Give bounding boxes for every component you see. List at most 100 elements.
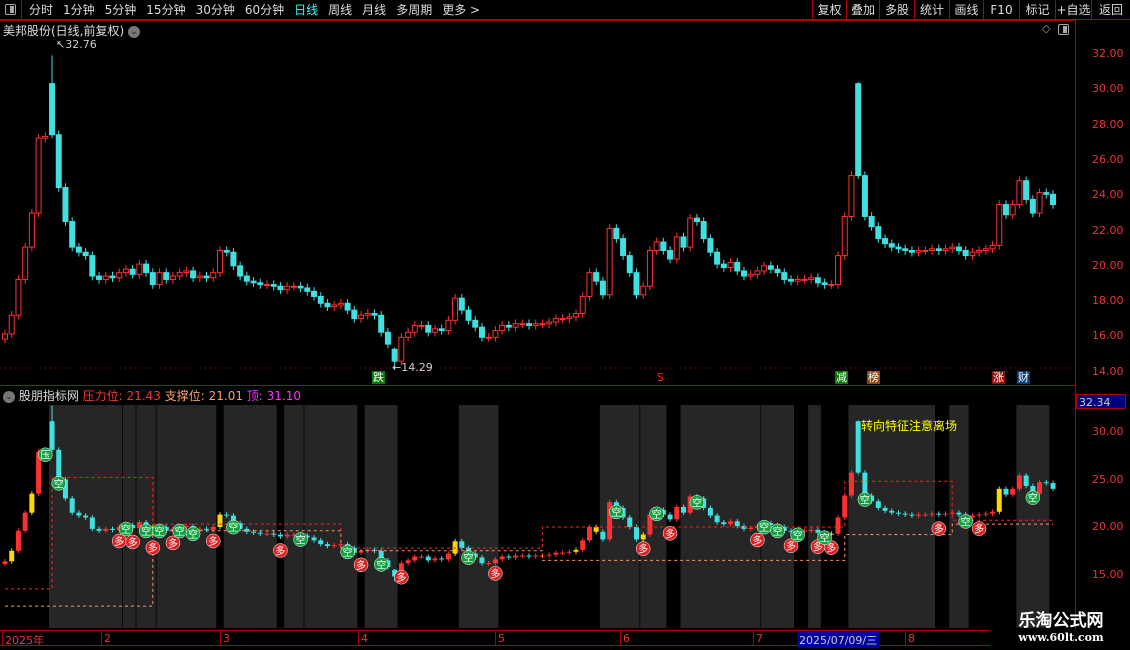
indicator-candle-body xyxy=(83,515,89,518)
event-tag[interactable]: 跌 xyxy=(372,371,385,384)
toolbar-button[interactable]: 叠加 xyxy=(846,0,879,20)
event-tag[interactable]: 财 xyxy=(1017,371,1030,384)
candle-body xyxy=(747,273,754,277)
axis-tick-label: 14.00 xyxy=(1092,364,1124,378)
selected-date: 2025/07/09/三 xyxy=(797,632,880,648)
candle-body xyxy=(1043,192,1050,195)
toolbar-button[interactable]: 多股 xyxy=(879,0,914,20)
toolbar-button[interactable]: +自选 xyxy=(1055,0,1091,20)
toolbar-button[interactable]: 画线 xyxy=(949,0,983,20)
signal-marker-label: 空 xyxy=(820,532,830,545)
toolbar-button[interactable]: 标记 xyxy=(1019,0,1055,20)
candle-body xyxy=(425,324,432,333)
chevron-down-icon[interactable]: ⌄ xyxy=(3,390,15,403)
indicator-candle-body xyxy=(1050,483,1056,489)
candle-body xyxy=(781,272,788,280)
indicator-tick-label: 25.00 xyxy=(1092,472,1124,486)
signal-marker xyxy=(340,544,355,560)
indicator-candle-body xyxy=(264,533,270,535)
chevron-down-icon[interactable]: ⌄ xyxy=(128,25,141,38)
toolbar-button[interactable]: F10 xyxy=(983,0,1019,20)
period-tab[interactable]: 15分钟 xyxy=(146,2,186,17)
signal-marker xyxy=(770,523,785,539)
indicator-candle-body xyxy=(96,528,102,531)
toolbar-button[interactable]: 复权 xyxy=(812,0,846,20)
period-tab[interactable]: 30分钟 xyxy=(195,2,235,17)
event-tag[interactable]: 榜 xyxy=(867,371,880,384)
period-tab[interactable]: 周线 xyxy=(328,2,353,17)
indicator-candle-body xyxy=(392,569,398,577)
candle-body xyxy=(673,236,680,260)
diamond-icon[interactable]: ◇ xyxy=(1042,22,1051,35)
layout-toggle-button[interactable] xyxy=(0,0,22,20)
signal-marker-label: 多 xyxy=(275,545,285,558)
candle-body xyxy=(801,278,808,281)
candle-body xyxy=(384,331,391,345)
panel-separator[interactable] xyxy=(0,385,1075,386)
date-axis[interactable]: 2025年 2 3 4 5 6 7 8 2025/07/09/三 xyxy=(0,630,990,648)
panel-toggle-button[interactable] xyxy=(1053,20,1073,36)
signal-marker-label: 空 xyxy=(121,523,131,536)
indicator-candle-body xyxy=(560,552,566,554)
current-value-badge: 32.34 xyxy=(1076,394,1126,409)
indicator-name[interactable]: 股朋指标网 xyxy=(18,389,79,403)
signal-marker xyxy=(165,535,181,551)
candle-body xyxy=(277,285,284,291)
top-readout: 顶: 31.10 xyxy=(247,389,301,403)
signal-marker-label: 多 xyxy=(934,523,944,536)
period-tab[interactable]: 1分钟 xyxy=(63,2,95,17)
period-tab[interactable]: 月线 xyxy=(362,2,387,17)
indicator-candle-body xyxy=(1037,482,1043,494)
indicator-candle-body xyxy=(647,514,653,535)
candle-body xyxy=(593,272,600,282)
signal-marker xyxy=(857,492,873,507)
candle-body xyxy=(1029,198,1036,214)
price-chart[interactable]: 多多多多多多多多 多多多多多多多多 多空空空空空空空空空空空空 空空空空空空空空空压 xyxy=(0,0,1075,650)
indicator-candle-body xyxy=(251,531,257,533)
candle-body xyxy=(512,323,519,328)
indicator-candle-body xyxy=(808,529,814,531)
candle-body xyxy=(230,251,237,267)
period-tab[interactable]: 多周期 xyxy=(396,2,433,17)
indicator-candle-body xyxy=(633,526,639,540)
indicator-candle-body xyxy=(553,552,559,555)
period-tab[interactable]: 分时 xyxy=(29,2,54,17)
candle-body xyxy=(633,272,640,296)
candle-body xyxy=(929,248,936,252)
signal-band xyxy=(747,405,761,628)
signal-band xyxy=(284,405,304,628)
event-tag[interactable]: 涨 xyxy=(992,371,1005,384)
signal-marker xyxy=(38,447,53,462)
indicator-tick-label: 15.00 xyxy=(1092,568,1124,582)
watermark-logo: 乐淘公式网 www.60lt.com xyxy=(992,606,1130,650)
top-value: 31.10 xyxy=(266,389,302,403)
signal-marker xyxy=(1025,490,1041,505)
candle-body xyxy=(210,272,217,279)
period-tab[interactable]: 5分钟 xyxy=(104,2,137,17)
candle-body xyxy=(264,284,270,287)
candle-body xyxy=(371,312,378,316)
candle-body xyxy=(996,204,1003,246)
indicator-candle-body xyxy=(929,513,935,515)
date-label: 4 xyxy=(358,632,368,646)
candle-body xyxy=(599,280,606,296)
signal-marker-label: 多 xyxy=(128,536,138,549)
candle-body xyxy=(573,312,580,318)
period-tab[interactable]: 更多 > xyxy=(442,2,481,17)
candle-body xyxy=(868,215,875,228)
period-tab[interactable]: 60分钟 xyxy=(244,2,285,17)
axis-tick-label: 26.00 xyxy=(1092,152,1124,166)
candle-body xyxy=(317,295,324,304)
candle-body xyxy=(223,250,230,253)
candle-body xyxy=(976,250,983,253)
event-tag[interactable]: S xyxy=(657,371,664,384)
period-tab[interactable]: 日线 xyxy=(294,2,319,17)
indicator-candle-body xyxy=(9,550,15,562)
signal-marker-label: 空 xyxy=(188,528,198,541)
toolbar-button[interactable]: 统计 xyxy=(914,0,949,20)
support-label: 支撑位: xyxy=(164,389,205,403)
candle-body xyxy=(8,314,15,335)
toolbar-button[interactable]: 返回 xyxy=(1091,0,1130,20)
indicator-candle-body xyxy=(1003,488,1009,495)
event-tag[interactable]: 减 xyxy=(835,371,848,384)
